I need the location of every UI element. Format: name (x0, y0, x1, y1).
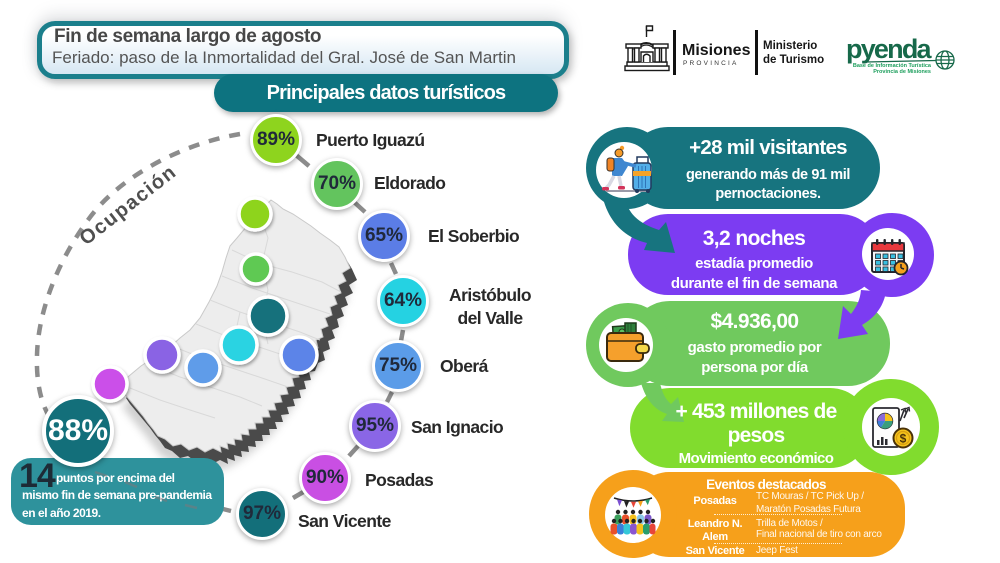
svg-text:$: $ (900, 432, 907, 446)
